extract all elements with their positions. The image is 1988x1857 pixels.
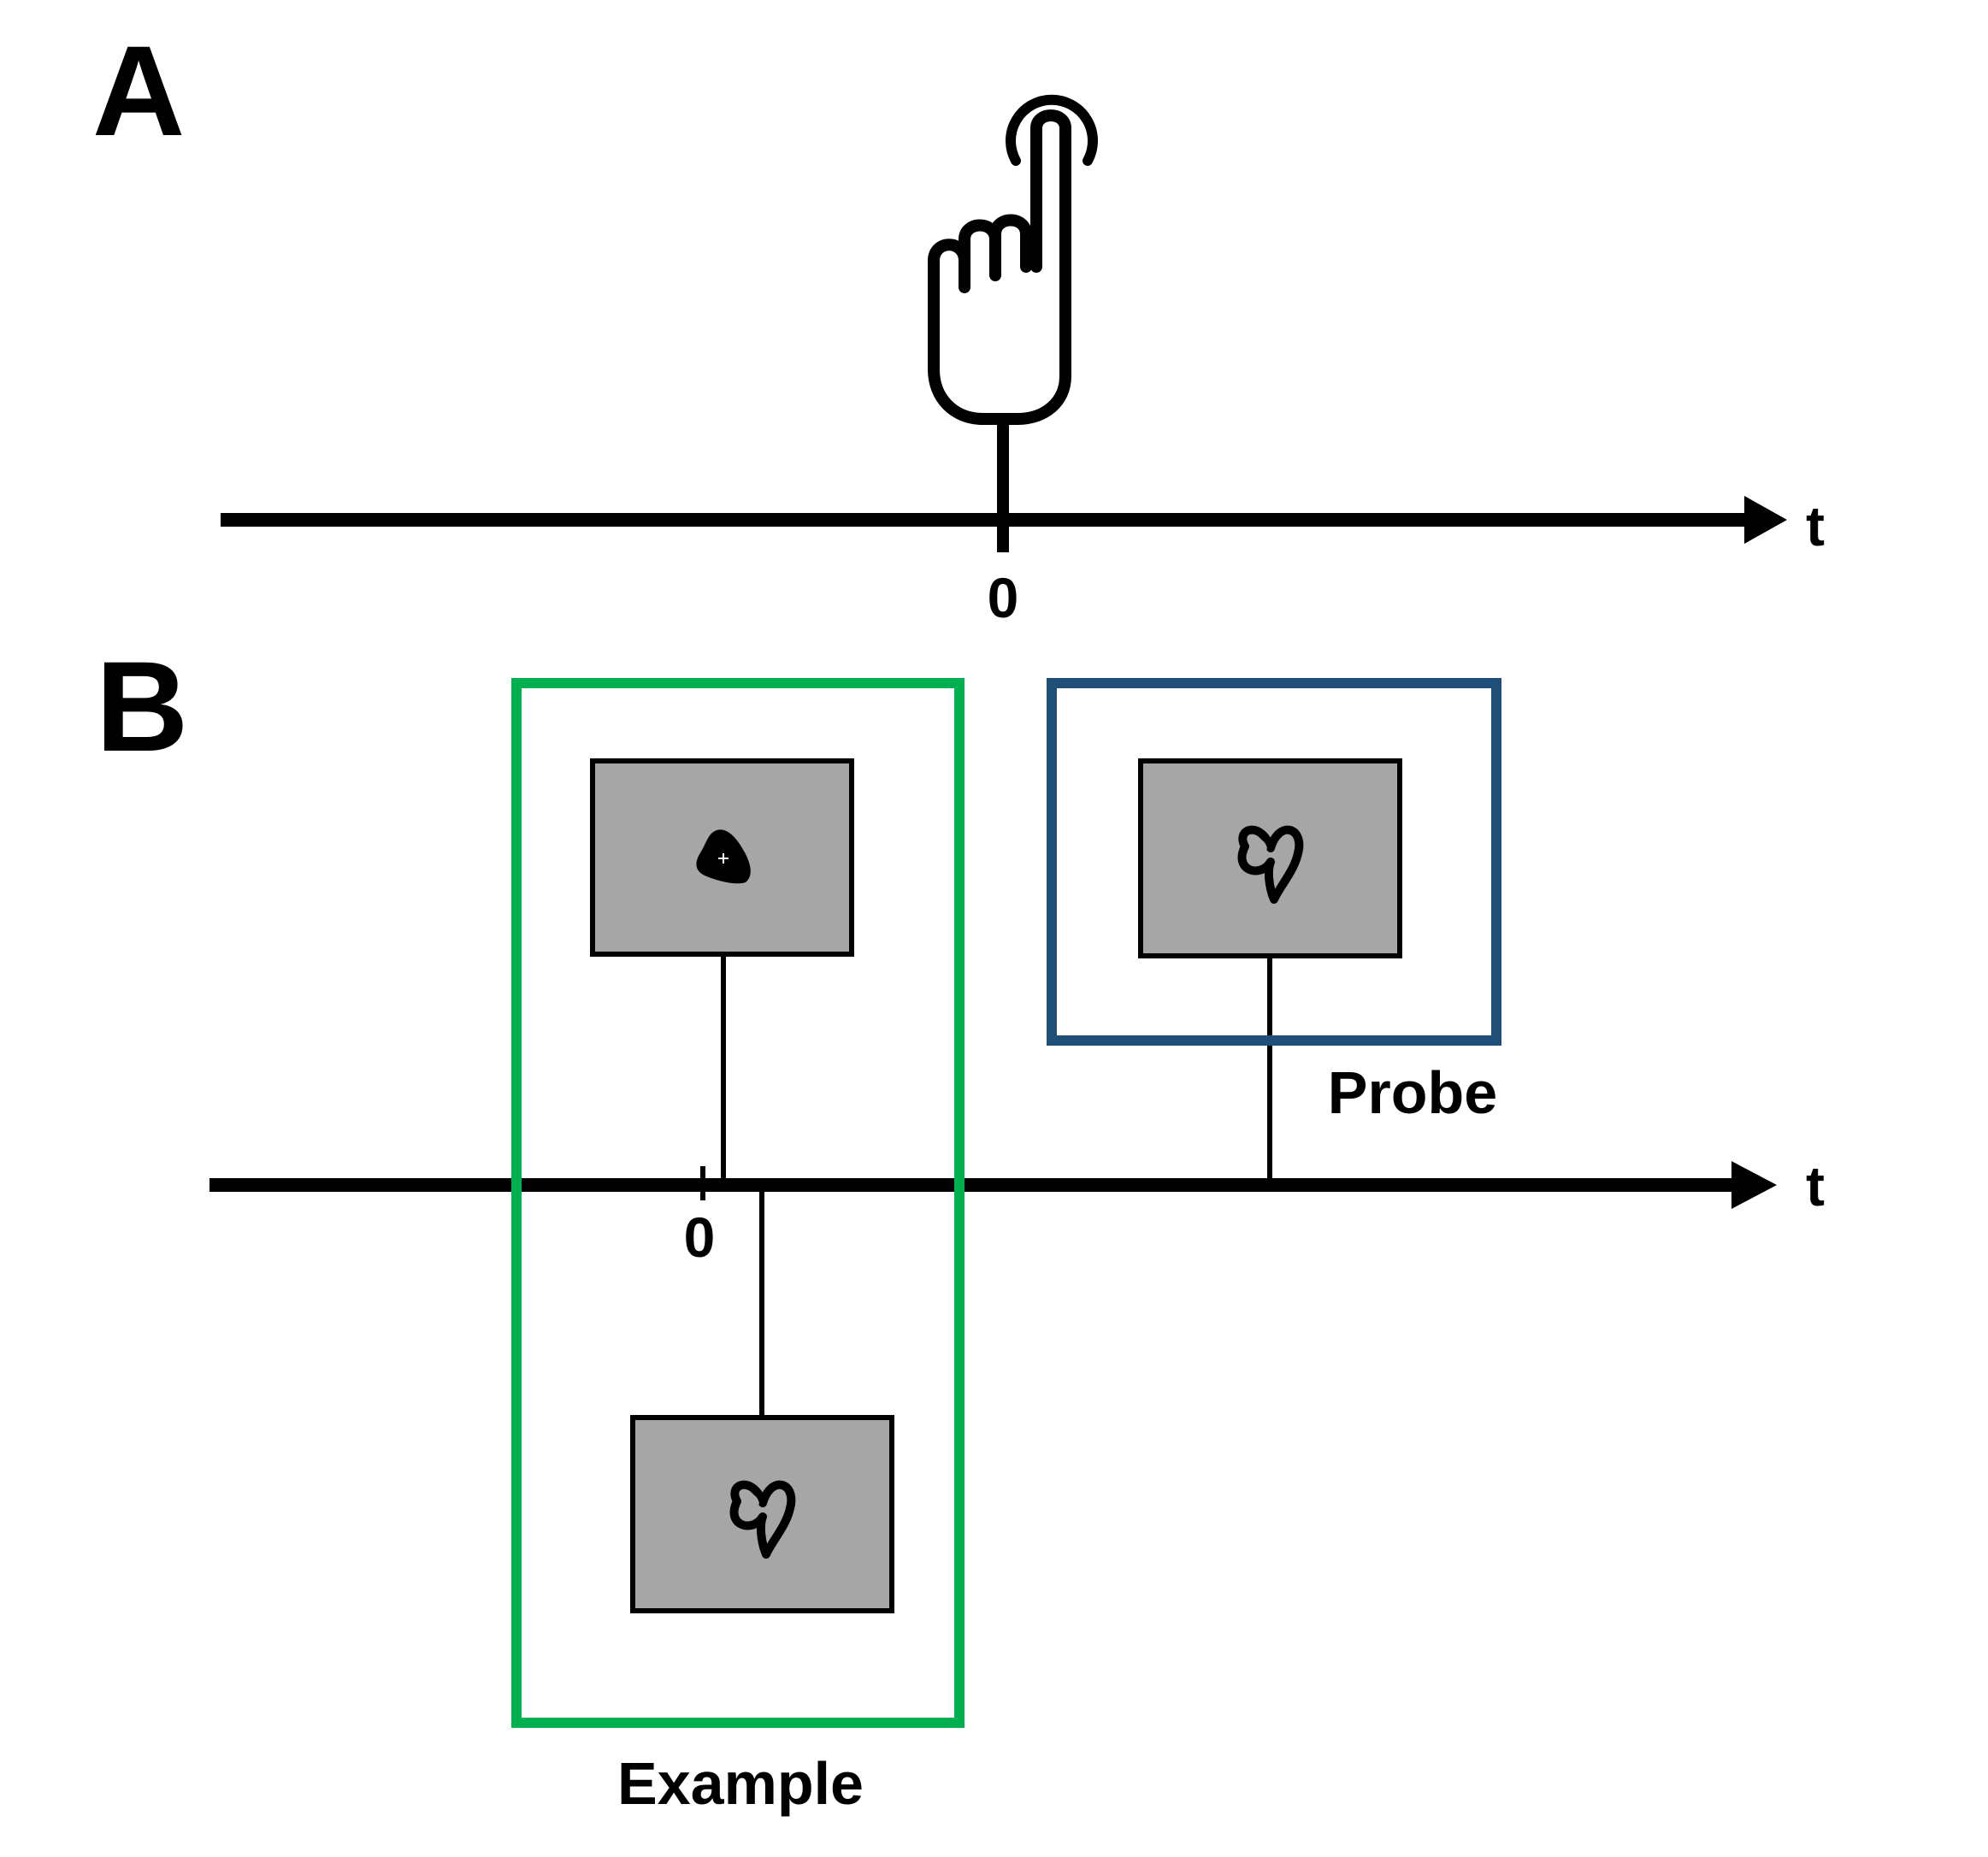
axis-label-b: t <box>1806 1154 1825 1217</box>
example-frame <box>511 678 965 1728</box>
example-label: Example <box>617 1750 864 1817</box>
arrow-head-icon <box>1744 496 1787 544</box>
example-first-screen <box>590 758 854 957</box>
arrow-head-icon <box>1731 1161 1777 1209</box>
panel-label-b: B <box>96 634 188 778</box>
axis-label-a: t <box>1806 494 1825 557</box>
probe-frame <box>1047 678 1501 1046</box>
panel-label-a: A <box>92 19 185 162</box>
panel-a: A t 0 <box>92 19 1825 629</box>
example-second-screen <box>630 1415 894 1613</box>
pointing-hand-tap-icon <box>928 94 1098 425</box>
probe-screen <box>1138 758 1402 958</box>
panel-b: B t 0 Example Probe <box>96 634 1825 1817</box>
tick-label-zero-a: 0 <box>988 566 1019 629</box>
tick-label-zero-b: 0 <box>684 1206 716 1269</box>
probe-label: Probe <box>1328 1059 1497 1126</box>
